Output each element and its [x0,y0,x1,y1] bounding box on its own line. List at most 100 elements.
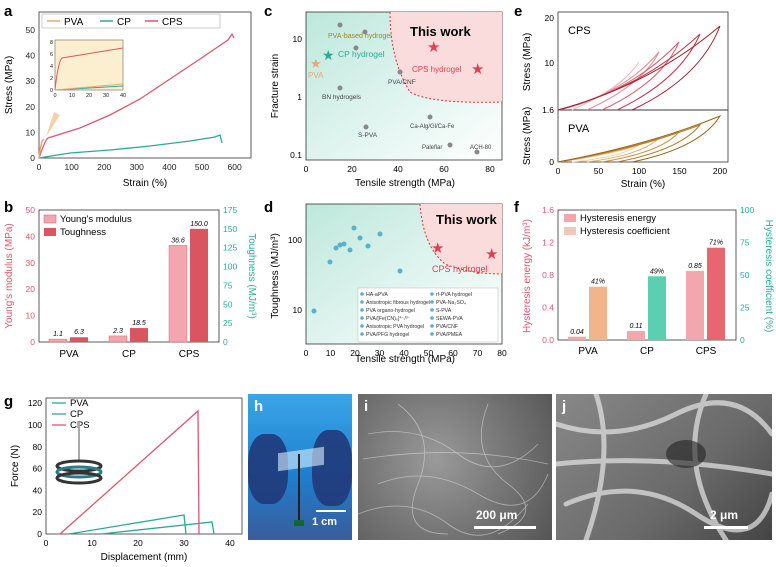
tick-x: 40 [225,538,235,548]
photo-j: j 2 μm [556,394,772,540]
data-label: 18.5 [132,320,146,327]
tick-y: 50 [26,205,36,215]
tick-y2: 0 [740,335,745,345]
inset-tick-y: 4 [50,64,53,70]
top-label: CPS [568,25,591,37]
tick-y: 60 [33,464,43,474]
x-axis-label: Strain (%) [123,178,167,189]
tick-y: 0 [30,337,35,347]
photo-i: i 200 μm [358,394,552,540]
category-label: CP [640,346,654,357]
tick-y: 40 [26,51,36,61]
legend-item: Anisotropic fibrous hydrogel [366,300,430,306]
pva-loops [557,114,722,163]
inset-tick-x: 20 [86,93,92,99]
annot-cp: CP hydrogel [338,49,385,59]
tick-x: 0 [44,538,49,548]
bar-coefficient [589,286,607,340]
inset-chart: 0 10 20 30 40 0 2 4 6 8 [46,39,126,137]
tick-x: 0 [556,166,561,176]
tick-y2: 25 [740,303,750,313]
tick-y: 50 [26,25,36,35]
annot: PVA/CNF [388,79,416,86]
data-label: 49% [650,268,664,275]
panel-letter-b: b [4,199,13,216]
category-label: CP [122,349,136,360]
series-cps [38,32,235,159]
bar-energy [568,336,586,340]
tick-y: 20 [26,284,36,294]
tick-x: 150 [672,166,686,176]
annot: ACH-80 [470,145,492,151]
tick-x: 20 [133,538,143,548]
tick-y: 1 [297,92,302,102]
annot-pva: PVA [308,71,324,80]
star-marker: ★ [485,246,498,263]
series-cp [38,134,223,159]
this-work-label: This work [436,212,497,227]
tick-y2: 175 [223,205,237,215]
tick-y: 10 [26,311,36,321]
legend-pva: PVA [70,398,89,409]
annot-cps: CPS hydrogel [412,65,462,74]
panel-d: d 0 10 20 30 40 50 60 70 80 10 100 Tensi… [264,199,507,364]
legend-cp: CP [117,17,131,28]
tick-y2: 25 [223,318,233,328]
tick-x: 80 [485,164,495,174]
panel-g: g 0 20 40 60 80 100 120 0 10 20 30 40 Di… [4,393,243,563]
legend-item: PVA/CNF [436,324,458,330]
panel-letter-i: i [364,398,369,415]
legend-item: rf-PVA hydrogel [436,292,472,298]
tick-y: 30 [26,258,36,268]
scale-bar-label: 200 μm [476,508,518,522]
knot-illustration [55,422,103,485]
tick-y2: 100 [740,205,754,215]
inset-tick-x: 40 [120,93,126,99]
tick-x: 30 [179,538,189,548]
tick-x: 400 [162,162,176,172]
y-axis-label: Toughness (MJ/m³) [270,233,281,319]
annot-cps: CPS hydrogel [432,264,488,274]
y2-axis-label: Toughness (MJ/m³) [246,233,257,319]
tick-y: 0.1 [290,150,302,160]
x-axis-label: Displacement (mm) [101,552,188,563]
bar-coefficient [707,247,725,340]
tick-y2: 75 [223,280,233,290]
legend-energy: Hysteresis energy [580,213,656,224]
bar-youngs [108,335,128,343]
panel-f: f 0.0 0.4 0.8 1.2 1.6 0 25 50 75 100 Hys… [514,199,774,357]
bottom-label: PVA [568,123,590,135]
bar-toughness [130,328,148,342]
tick-x: 100 [632,166,646,176]
legend-pva: PVA [64,17,84,28]
data-label: 0.11 [629,323,642,330]
star-marker: ★ [322,47,335,63]
panel-letter-g: g [4,393,13,410]
tick-y2: 150 [223,224,237,234]
panel-b: b 0 10 20 30 40 50 0 25 50 75 100 125 15… [4,199,257,360]
star-marker: ★ [471,61,484,78]
tick-x: 300 [130,162,144,172]
tick-y2: 125 [223,243,237,253]
legend-item: Anisotropic PVA hydrogel [366,324,424,330]
legend-item: PVA/PFG hydrogel [366,332,409,338]
legend-item: PVA organo-hydrogel [366,308,415,314]
inset-tick-x: 0 [53,93,56,99]
tick-y: 40 [26,231,36,241]
annot: BN hydrogels [322,94,362,101]
y-axis-label: Stress (MPa) [4,56,15,114]
inset-tick-y: 0 [50,88,53,94]
tick-x: 80 [497,348,507,358]
category-label: PVA [59,349,79,360]
star-marker: ★ [427,39,440,56]
tick-y: 20 [33,507,43,517]
annot: Ca-Alg/Gl/Ca-Fe [410,124,455,130]
tick-y: 20 [545,13,555,23]
tick-y: 1.2 [542,238,554,248]
data-label: 1.1 [53,331,63,338]
tick-y: 40 [33,485,43,495]
panel-a: a 0 100 200 300 400 500 600 0 10 20 30 4… [4,3,252,189]
tick-x: 60 [439,164,449,174]
tick-y: 10 [293,305,303,315]
series-cp [100,521,215,535]
